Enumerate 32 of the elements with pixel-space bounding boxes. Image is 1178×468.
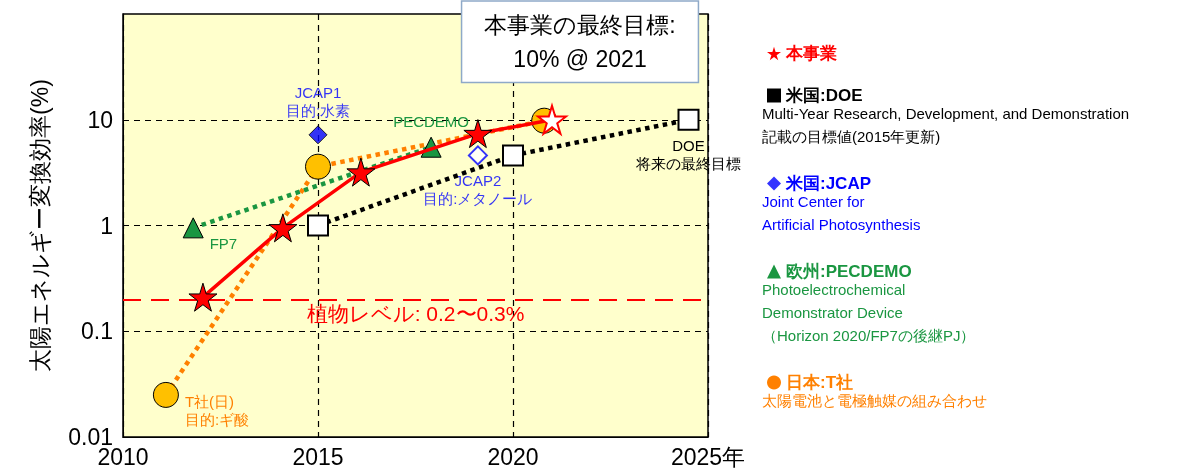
point	[308, 125, 328, 145]
point	[677, 108, 700, 131]
annotation: JCAP1 目的:水素	[285, 83, 351, 119]
point	[502, 144, 524, 167]
annotation: T社(日) 目的:ギ酸	[184, 393, 250, 429]
legend-label: 日本:T社	[786, 373, 854, 392]
legend-label: 本事業	[785, 44, 837, 63]
point	[152, 381, 179, 408]
point	[307, 214, 329, 237]
annotation: 本事業の最終目標: 10% @ 2021	[484, 11, 676, 72]
text: Joint Center for Artificial Photosynthesis	[762, 193, 921, 233]
x-tick-label: 2025年	[670, 443, 746, 468]
y-tick-label: 10	[87, 106, 113, 133]
text: Multi-Year Research, Development, and Demonstration 記載の目標値(2015年更新)	[762, 105, 1130, 145]
y-axis-title: 太陽エネルギー変換効率(%)	[26, 79, 53, 372]
legend-label: 欧州:PECDEMO	[786, 262, 912, 281]
y-tick-label: 1	[100, 212, 113, 239]
x-tick-label: 2020	[487, 443, 539, 468]
legend-label: 米国:JCAP	[785, 174, 872, 193]
annotation: PECDEMO	[393, 113, 470, 131]
point	[268, 213, 298, 243]
text: Photoelectrochemical Demonstrator Device （Horizon 2020/FP7の後継PJ）	[762, 281, 976, 344]
ref-line-label: 植物レベル: 0.2〜0.3%	[306, 302, 525, 326]
annotation: FP7	[209, 235, 238, 253]
x-tick-label: 2015	[292, 443, 344, 468]
legend-label: 米国:DOE	[785, 86, 863, 105]
text: 太陽電池と電極触媒の組み合わせ	[762, 392, 987, 409]
point	[305, 153, 331, 180]
y-tick-label: 0.1	[81, 318, 113, 345]
point	[346, 157, 376, 187]
annotation: JCAP2 目的:メタノール	[423, 171, 533, 207]
point	[188, 282, 218, 312]
